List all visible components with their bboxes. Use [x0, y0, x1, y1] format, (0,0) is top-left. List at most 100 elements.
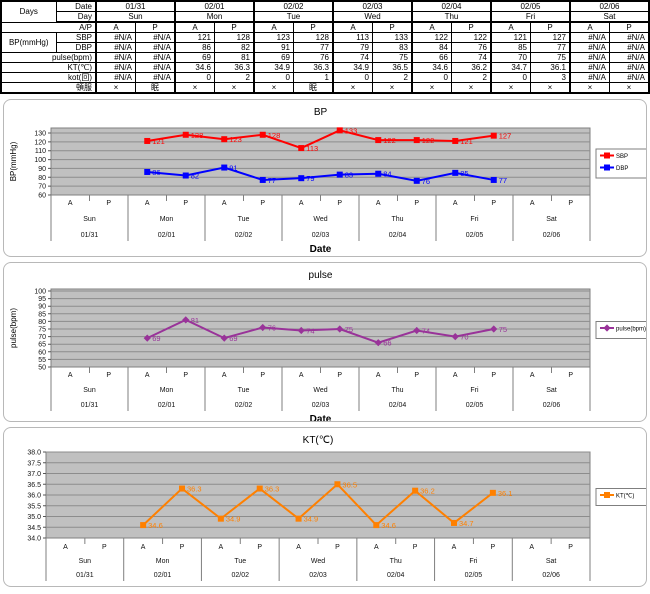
sbp-value-cell[interactable]: 121 [174, 32, 215, 43]
pulse-value-cell[interactable]: #N/A [95, 52, 136, 63]
kt-value-cell[interactable]: 36.1 [530, 62, 571, 73]
kt-value-cell[interactable]: #N/A [135, 62, 176, 73]
date-header-cell[interactable]: 02/04 [411, 0, 492, 12]
ap-header-cell[interactable]: P [135, 21, 176, 33]
tonpuku-value-cell[interactable]: × [490, 82, 531, 94]
pulse-value-cell[interactable]: 76 [293, 52, 334, 63]
row-label-ap[interactable]: A/P [0, 21, 97, 33]
kot-value-cell[interactable]: 2 [372, 72, 413, 83]
ap-header-cell[interactable]: A [253, 21, 294, 33]
kt-value-cell[interactable]: #N/A [609, 62, 650, 73]
date-header-cell[interactable]: 02/06 [569, 0, 650, 12]
tonpuku-value-cell[interactable]: × [372, 82, 413, 94]
ap-header-cell[interactable]: P [293, 21, 334, 33]
kot-value-cell[interactable]: 0 [332, 72, 373, 83]
kt-value-cell[interactable]: 34.9 [332, 62, 373, 73]
kt-value-cell[interactable]: #N/A [569, 62, 610, 73]
kot-value-cell[interactable]: 0 [174, 72, 215, 83]
sbp-value-cell[interactable]: 122 [411, 32, 452, 43]
dbp-value-cell[interactable]: 82 [214, 42, 255, 53]
kot-value-cell[interactable]: 0 [253, 72, 294, 83]
ap-header-cell[interactable]: A [174, 21, 215, 33]
kot-value-cell[interactable]: 0 [490, 72, 531, 83]
kt-value-cell[interactable]: 36.5 [372, 62, 413, 73]
tonpuku-value-cell[interactable]: × [569, 82, 610, 94]
ap-header-cell[interactable]: P [451, 21, 492, 33]
pulse-value-cell[interactable]: 75 [530, 52, 571, 63]
tonpuku-value-cell[interactable]: × [530, 82, 571, 94]
ap-header-cell[interactable]: A [569, 21, 610, 33]
tonpuku-value-cell[interactable]: × [253, 82, 294, 94]
day-header-cell[interactable]: Fri [490, 11, 571, 23]
pulse-value-cell[interactable]: 75 [372, 52, 413, 63]
tonpuku-value-cell[interactable]: × [451, 82, 492, 94]
kot-value-cell[interactable]: 0 [411, 72, 452, 83]
tonpuku-value-cell[interactable]: × [609, 82, 650, 94]
dbp-value-cell[interactable]: 91 [253, 42, 294, 53]
dbp-value-cell[interactable]: #N/A [135, 42, 176, 53]
kt-value-cell[interactable]: 34.6 [174, 62, 215, 73]
sbp-value-cell[interactable]: 133 [372, 32, 413, 43]
kot-value-cell[interactable]: 2 [451, 72, 492, 83]
row-label-dbp[interactable]: DBP [55, 42, 97, 53]
tonpuku-value-cell[interactable]: × [411, 82, 452, 94]
sbp-value-cell[interactable]: #N/A [609, 32, 650, 43]
tonpuku-value-cell[interactable]: 眠 [135, 82, 176, 94]
kt-value-cell[interactable]: 36.3 [214, 62, 255, 73]
date-header-cell[interactable]: 01/31 [95, 0, 176, 12]
pulse-value-cell[interactable]: 70 [490, 52, 531, 63]
sbp-value-cell[interactable]: 127 [530, 32, 571, 43]
dbp-value-cell[interactable]: 77 [530, 42, 571, 53]
pulse-value-cell[interactable]: #N/A [135, 52, 176, 63]
dbp-value-cell[interactable]: 76 [451, 42, 492, 53]
kot-value-cell[interactable]: #N/A [569, 72, 610, 83]
table-corner-label[interactable]: Days [0, 0, 57, 23]
sbp-value-cell[interactable]: 128 [214, 32, 255, 43]
ap-header-cell[interactable]: P [214, 21, 255, 33]
kot-value-cell[interactable]: 2 [214, 72, 255, 83]
pulse-value-cell[interactable]: #N/A [569, 52, 610, 63]
kot-value-cell[interactable]: #N/A [95, 72, 136, 83]
ap-header-cell[interactable]: P [530, 21, 571, 33]
kt-value-cell[interactable]: 34.9 [253, 62, 294, 73]
row-label-bp-group[interactable]: BP(mmHg) [0, 32, 57, 53]
ap-header-cell[interactable]: P [372, 21, 413, 33]
dbp-value-cell[interactable]: 84 [411, 42, 452, 53]
day-header-cell[interactable]: Wed [332, 11, 413, 23]
sbp-value-cell[interactable]: #N/A [135, 32, 176, 43]
kot-value-cell[interactable]: 1 [293, 72, 334, 83]
dbp-value-cell[interactable]: 83 [372, 42, 413, 53]
dbp-value-cell[interactable]: #N/A [569, 42, 610, 53]
ap-header-cell[interactable]: A [411, 21, 452, 33]
day-header-cell[interactable]: Thu [411, 11, 492, 23]
dbp-value-cell[interactable]: 85 [490, 42, 531, 53]
ap-header-cell[interactable]: P [609, 21, 650, 33]
day-header-cell[interactable]: Tue [253, 11, 334, 23]
kot-value-cell[interactable]: #N/A [609, 72, 650, 83]
sbp-value-cell[interactable]: 128 [293, 32, 334, 43]
date-header-cell[interactable]: 02/02 [253, 0, 334, 12]
kot-value-cell[interactable]: #N/A [135, 72, 176, 83]
pulse-value-cell[interactable]: #N/A [609, 52, 650, 63]
dbp-value-cell[interactable]: 77 [293, 42, 334, 53]
row-label-pulse[interactable]: pulse(bpm) [0, 52, 97, 63]
sbp-value-cell[interactable]: #N/A [569, 32, 610, 43]
day-header-cell[interactable]: Sun [95, 11, 176, 23]
pulse-value-cell[interactable]: 74 [451, 52, 492, 63]
date-header-cell[interactable]: 02/01 [174, 0, 255, 12]
dbp-value-cell[interactable]: 86 [174, 42, 215, 53]
ap-header-cell[interactable]: A [490, 21, 531, 33]
pulse-value-cell[interactable]: 69 [174, 52, 215, 63]
pulse-value-cell[interactable]: 81 [214, 52, 255, 63]
dbp-value-cell[interactable]: #N/A [609, 42, 650, 53]
pulse-value-cell[interactable]: 66 [411, 52, 452, 63]
kt-value-cell[interactable]: #N/A [95, 62, 136, 73]
kot-value-cell[interactable]: 3 [530, 72, 571, 83]
tonpuku-value-cell[interactable]: × [174, 82, 215, 94]
row-label-date[interactable]: Date [55, 0, 97, 12]
sbp-value-cell[interactable]: #N/A [95, 32, 136, 43]
ap-header-cell[interactable]: A [95, 21, 136, 33]
kt-value-cell[interactable]: 34.6 [411, 62, 452, 73]
tonpuku-value-cell[interactable]: 眠 [293, 82, 334, 94]
date-header-cell[interactable]: 02/05 [490, 0, 571, 12]
